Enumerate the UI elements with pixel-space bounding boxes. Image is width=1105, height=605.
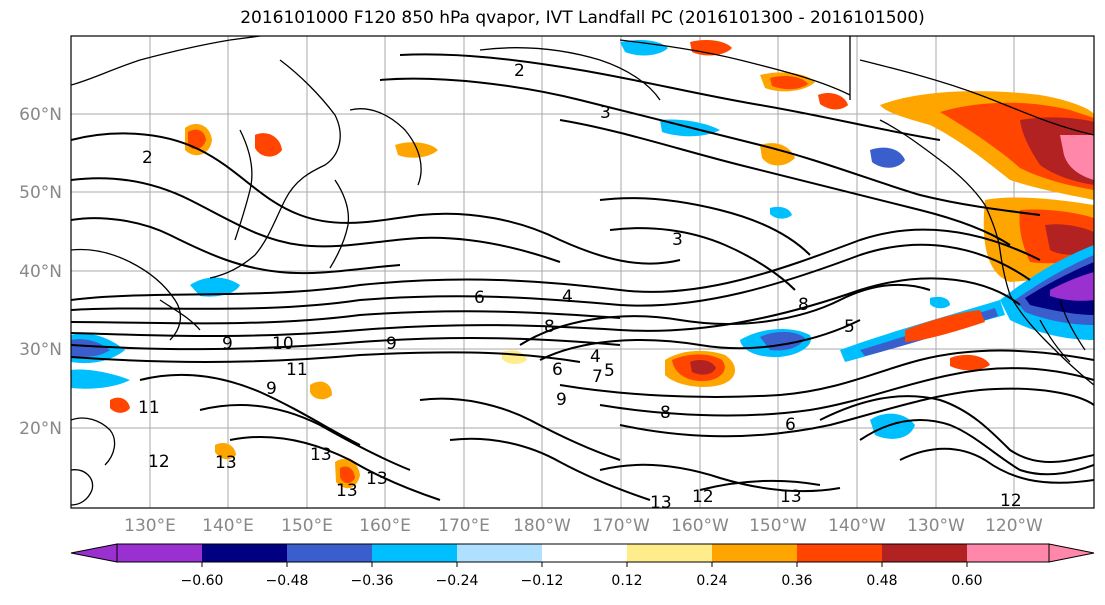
longitude-labels: 130°E 140°E 150°E 160°E 170°E 180°W 170°… bbox=[124, 516, 1043, 536]
contour-label: 8 bbox=[660, 403, 671, 423]
colorbar-tick-label: −0.48 bbox=[266, 573, 309, 589]
map-border bbox=[70, 35, 1095, 509]
contour-label: 6 bbox=[785, 415, 796, 435]
contour-label: 6 bbox=[552, 360, 563, 380]
colorbar-segment bbox=[457, 544, 542, 562]
contour-label: 12 bbox=[1000, 491, 1022, 511]
contour-label: 12 bbox=[692, 487, 714, 507]
coastlines bbox=[71, 36, 1094, 506]
lon-label: 130°E bbox=[124, 516, 176, 536]
lat-label: 50°N bbox=[19, 183, 62, 203]
contour-label: 13 bbox=[780, 487, 802, 507]
contour-label: 2 bbox=[142, 148, 153, 168]
contour-label: 11 bbox=[138, 398, 160, 418]
contour-label: 13 bbox=[310, 445, 332, 465]
colorbar-tick-label: 0.12 bbox=[611, 573, 642, 589]
lon-label: 120°W bbox=[985, 516, 1043, 536]
contour-labels: 2 3 3 2 6 4 8 5 9 10 9 9 11 11 12 13 13 … bbox=[138, 61, 1022, 513]
contour-label: 3 bbox=[600, 103, 611, 123]
contour-label: 8 bbox=[798, 295, 809, 315]
colorbar-segment bbox=[202, 544, 287, 562]
contour-label: 9 bbox=[222, 334, 233, 354]
colorbar-segment bbox=[882, 544, 967, 562]
contour-label: 13 bbox=[650, 493, 672, 513]
lon-label: 160°W bbox=[671, 516, 729, 536]
colorbar-segment bbox=[542, 544, 627, 562]
contour-label: 8 bbox=[544, 317, 555, 337]
lat-label: 30°N bbox=[19, 340, 62, 360]
lon-label: 140°W bbox=[828, 516, 886, 536]
contour-label: 10 bbox=[272, 334, 294, 354]
colorbar-tick-label: 0.36 bbox=[781, 573, 812, 589]
lat-label: 40°N bbox=[19, 262, 62, 282]
lon-label: 140°E bbox=[202, 516, 254, 536]
contour-label: 11 bbox=[286, 360, 308, 380]
map-title: 2016101000 F120 850 hPa qvapor, IVT Land… bbox=[240, 8, 925, 28]
contour-label: 13 bbox=[336, 481, 358, 501]
contour-label: 3 bbox=[672, 230, 683, 250]
lon-label: 170°E bbox=[438, 516, 490, 536]
colorbar-segment bbox=[372, 544, 457, 562]
colorbar-segment bbox=[627, 544, 712, 562]
qvapor-anomaly-fills bbox=[71, 40, 1094, 489]
colorbar-segment bbox=[287, 544, 372, 562]
colorbar-frame bbox=[116, 543, 1050, 563]
colorbar-arrow-left bbox=[70, 543, 118, 563]
colorbar-tick-label: −0.60 bbox=[181, 573, 224, 589]
ivt-contours bbox=[71, 53, 1094, 501]
colorbar: −0.60 −0.48 −0.36 −0.24 −0.12 0.12 0.24 … bbox=[70, 543, 1095, 589]
contour-label: 4 bbox=[590, 347, 601, 367]
latitude-labels: 60°N 50°N 40°N 30°N 20°N bbox=[19, 105, 62, 439]
contour-label: 5 bbox=[844, 317, 855, 337]
lat-label: 60°N bbox=[19, 105, 62, 125]
lon-label: 160°E bbox=[359, 516, 411, 536]
contour-label: 7 bbox=[592, 367, 603, 387]
contour-label: 9 bbox=[386, 334, 397, 354]
colorbar-tick-label: −0.24 bbox=[436, 573, 479, 589]
colorbar-segment bbox=[797, 544, 882, 562]
lon-label: 130°W bbox=[907, 516, 965, 536]
colorbar-tick-label: −0.36 bbox=[351, 573, 394, 589]
colorbar-tick-label: 0.24 bbox=[696, 573, 727, 589]
colorbar-arrow-right bbox=[1048, 543, 1095, 563]
contour-label: 9 bbox=[266, 379, 277, 399]
lat-label: 20°N bbox=[19, 419, 62, 439]
contour-label: 5 bbox=[604, 361, 615, 381]
lon-label: 170°W bbox=[592, 516, 650, 536]
contour-label: 2 bbox=[514, 61, 525, 81]
colorbar-tick-label: −0.12 bbox=[521, 573, 564, 589]
contour-label: 13 bbox=[215, 453, 237, 473]
contour-label: 13 bbox=[366, 469, 388, 489]
colorbar-segment bbox=[712, 544, 797, 562]
colorbar-segment bbox=[967, 544, 1049, 562]
colorbar-tick-label: 0.48 bbox=[866, 573, 897, 589]
lon-label: 150°W bbox=[749, 516, 807, 536]
colorbar-segment bbox=[117, 544, 202, 562]
lon-label: 150°E bbox=[281, 516, 333, 536]
contour-label: 4 bbox=[562, 287, 573, 307]
contour-label: 6 bbox=[474, 288, 485, 308]
colorbar-tick-label: 0.60 bbox=[951, 573, 982, 589]
lon-label: 180°W bbox=[513, 516, 571, 536]
contour-label: 12 bbox=[148, 452, 170, 472]
contour-label: 9 bbox=[556, 390, 567, 410]
